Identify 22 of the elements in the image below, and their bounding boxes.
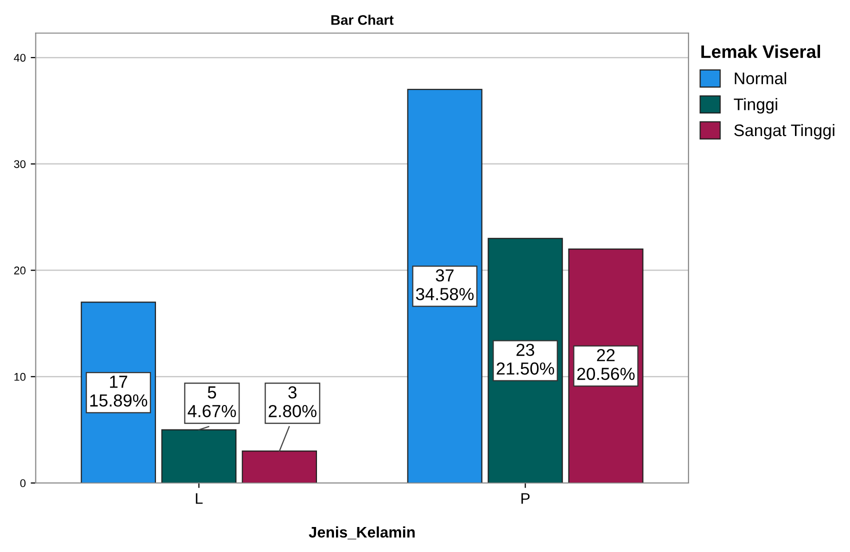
chart-title: Bar Chart [331, 14, 394, 25]
x-tick-label: L [196, 493, 203, 504]
bar [407, 88, 482, 483]
legend-label: Tinggi [734, 98, 778, 114]
bar [161, 429, 236, 483]
data-label: 5 4.67% [188, 386, 236, 418]
legend-label: Normal [734, 72, 786, 84]
x-axis-title: Jenis_Kelamin [308, 526, 415, 540]
data-label: 22 20.56% [577, 349, 635, 380]
y-tick-label: 20 [14, 266, 26, 274]
data-label: 37 34.58% [416, 269, 474, 300]
y-tick-label: 40 [14, 54, 26, 62]
bar [242, 450, 318, 483]
data-label: 3 2.80% [268, 386, 316, 418]
y-tick-label: 30 [14, 160, 26, 168]
legend-title: Lemak Viseral [701, 44, 820, 58]
data-label: 23 21.50% [496, 344, 554, 375]
legend-label: Sangat Tinggi [734, 124, 834, 140]
y-tick-label: 10 [14, 372, 26, 381]
x-tick-label: P [521, 493, 530, 504]
y-tick-label: 0 [20, 479, 26, 488]
data-label: 17 15.89% [90, 376, 148, 407]
